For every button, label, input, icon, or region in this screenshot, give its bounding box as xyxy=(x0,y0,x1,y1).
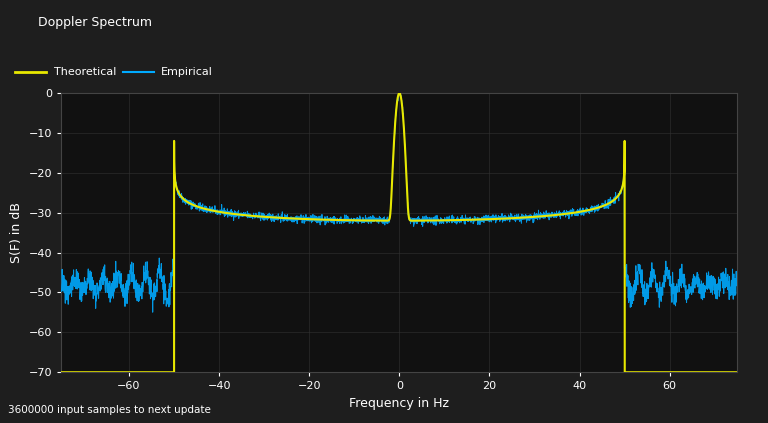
Text: 3600000 input samples to next update: 3600000 input samples to next update xyxy=(8,404,210,415)
Text: Theoretical: Theoretical xyxy=(54,67,116,77)
X-axis label: Frequency in Hz: Frequency in Hz xyxy=(349,397,449,410)
Text: Empirical: Empirical xyxy=(161,67,214,77)
Y-axis label: S(F) in dB: S(F) in dB xyxy=(10,202,23,263)
Text: Doppler Spectrum: Doppler Spectrum xyxy=(38,16,152,29)
